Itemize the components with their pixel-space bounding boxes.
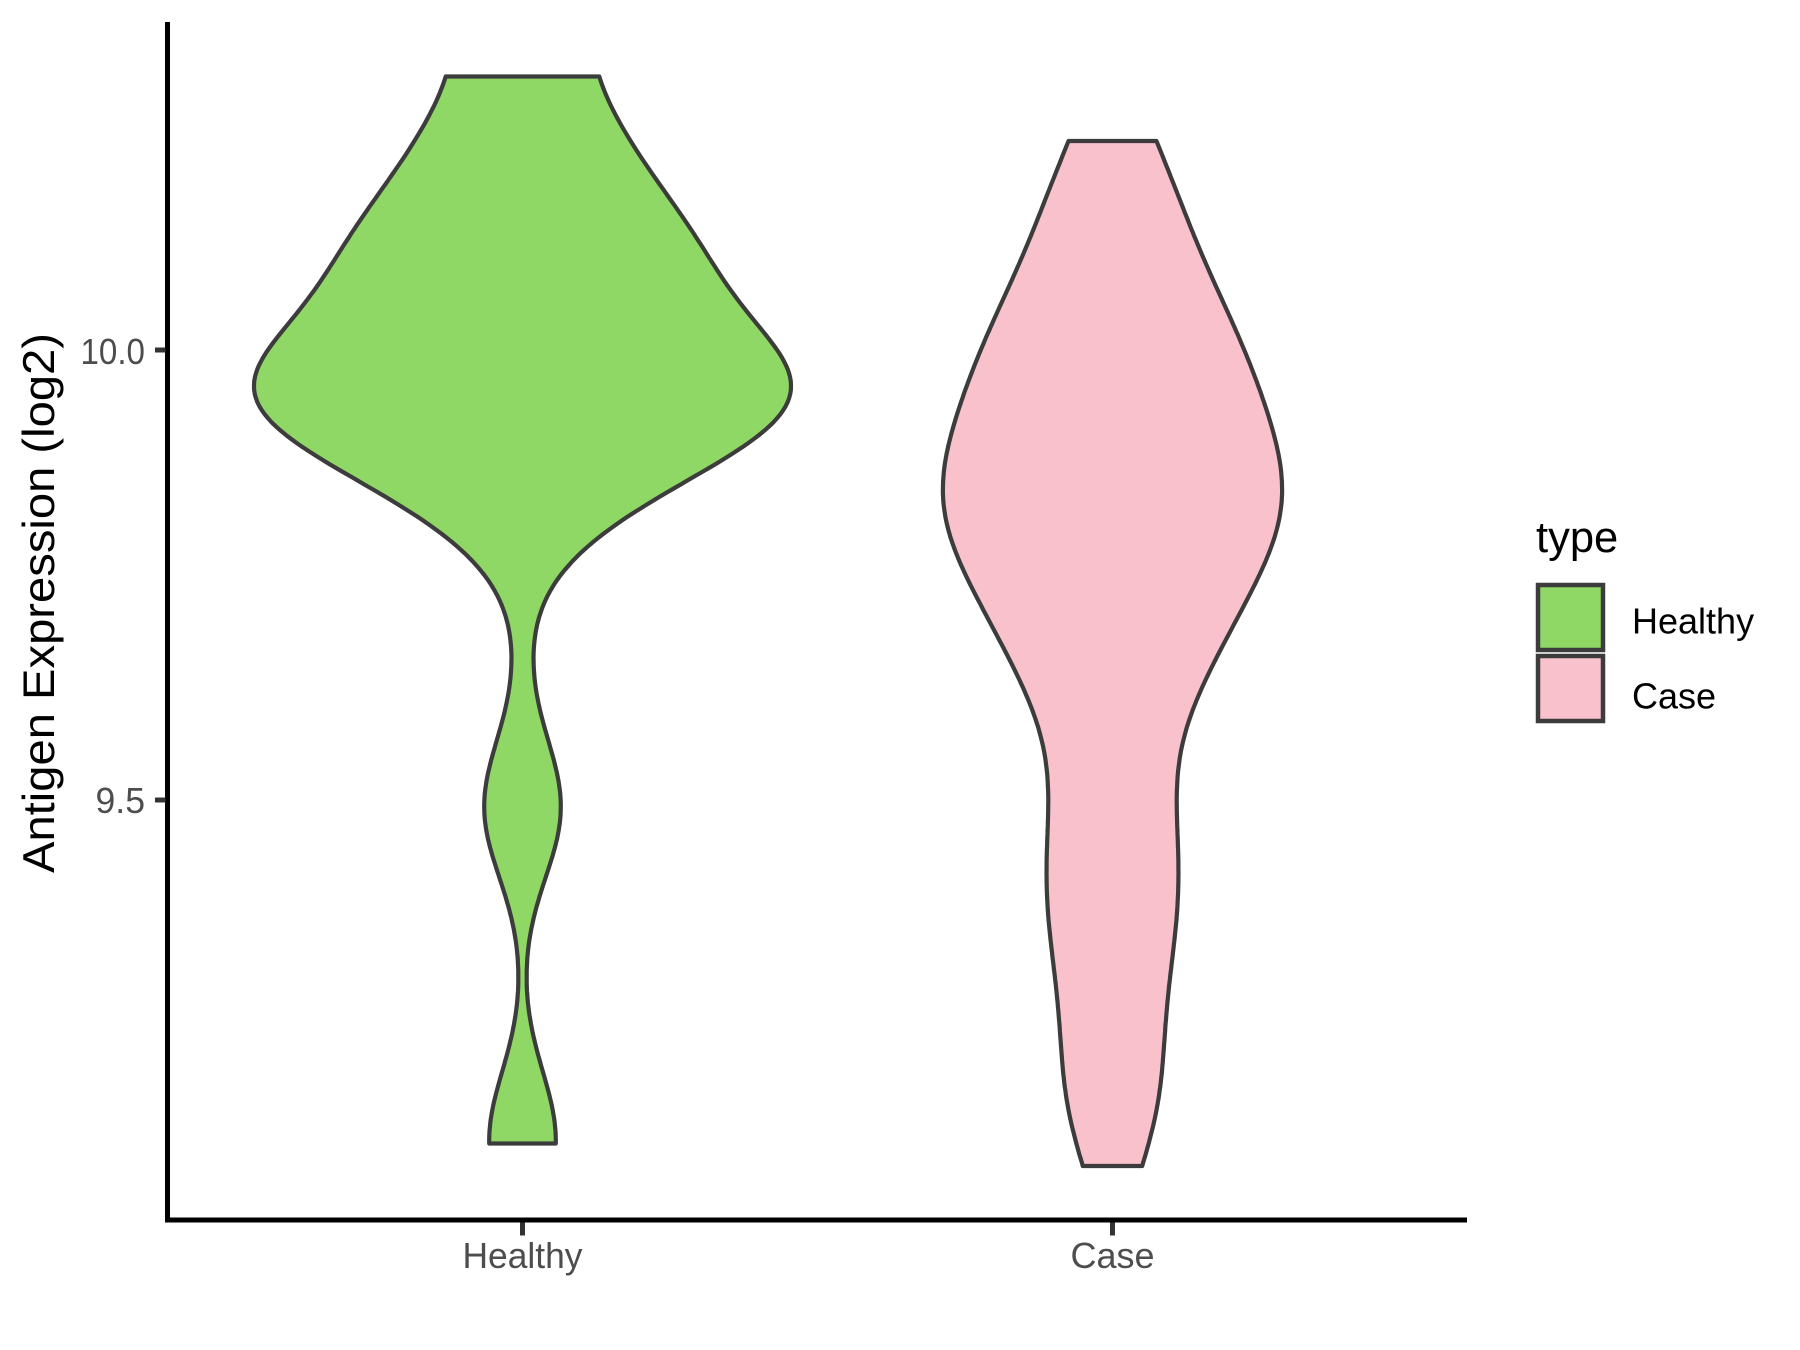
- svg-text:Antigen Expression (log2): Antigen Expression (log2): [15, 333, 64, 873]
- svg-text:Healthy: Healthy: [1632, 601, 1754, 642]
- svg-text:9.5: 9.5: [96, 780, 146, 821]
- svg-text:Case: Case: [1070, 1235, 1154, 1276]
- svg-text:Healthy: Healthy: [463, 1235, 583, 1276]
- svg-text:type: type: [1536, 514, 1618, 562]
- svg-text:Case: Case: [1632, 676, 1716, 717]
- svg-text:10.0: 10.0: [81, 331, 146, 372]
